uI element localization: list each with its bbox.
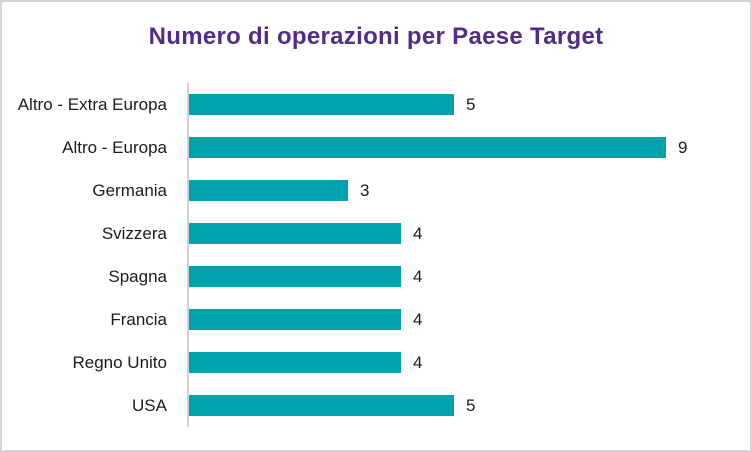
chart-row: Regno Unito 4 — [2, 341, 750, 384]
value-label: 4 — [413, 266, 423, 286]
chart-row: USA 5 — [2, 384, 750, 427]
bar — [189, 180, 348, 201]
bar — [189, 309, 401, 330]
chart-row: Altro - Europa 9 — [2, 126, 750, 169]
value-label: 4 — [413, 352, 423, 372]
bar-area: 3 — [187, 169, 750, 212]
bar — [189, 266, 401, 287]
bar — [189, 94, 454, 115]
chart-row: Spagna 4 — [2, 255, 750, 298]
bar-area: 4 — [187, 255, 750, 298]
bar-area: 4 — [187, 212, 750, 255]
value-label: 9 — [678, 137, 688, 157]
category-label: Svizzera — [101, 223, 167, 243]
bar — [189, 137, 666, 158]
bar — [189, 395, 454, 416]
bar-area: 4 — [187, 341, 750, 384]
bar-area: 5 — [187, 83, 750, 126]
value-label: 5 — [466, 94, 476, 114]
bar-area: 9 — [187, 126, 750, 169]
category-label: Altro - Europa — [62, 137, 167, 157]
bar-chart: Altro - Extra Europa 5 Altro - Europa 9 Germ… — [2, 83, 750, 427]
chart-row: Svizzera 4 — [2, 212, 750, 255]
chart-row: Germania 3 — [2, 169, 750, 212]
category-label: Germania — [92, 180, 167, 200]
bar-area: 5 — [187, 384, 750, 427]
value-label: 5 — [466, 395, 476, 415]
bar-area: 4 — [187, 298, 750, 341]
value-label: 3 — [360, 180, 370, 200]
category-label: Spagna — [108, 266, 167, 286]
category-label: Altro - Extra Europa — [17, 94, 167, 114]
chart-row: Francia 4 — [2, 298, 750, 341]
category-label: USA — [132, 395, 167, 415]
category-label: Francia — [110, 309, 167, 329]
bar — [189, 352, 401, 373]
chart-title: Numero di operazioni per Paese Target — [148, 23, 604, 50]
bar — [189, 223, 401, 244]
chart-rows: Altro - Extra Europa 5 Altro - Europa 9 Germ… — [2, 83, 750, 427]
value-label: 4 — [413, 223, 423, 243]
value-label: 4 — [413, 309, 423, 329]
category-label: Regno Unito — [72, 352, 167, 372]
chart-row: Altro - Extra Europa 5 — [2, 83, 750, 126]
